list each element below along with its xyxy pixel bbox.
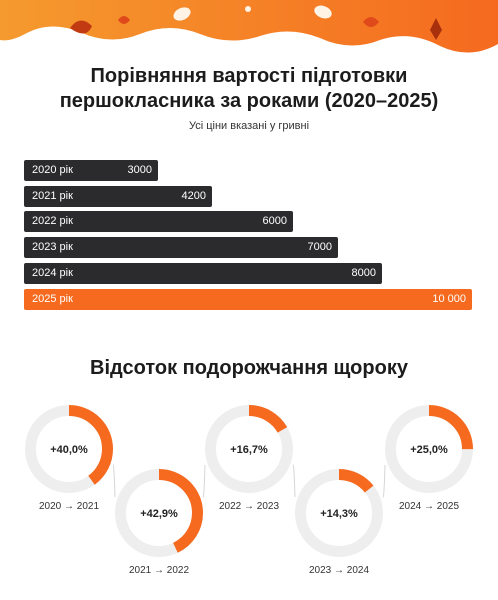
bar-year-label: 2023 рік xyxy=(32,241,73,254)
section-title: Відсоток подорожчання щороку xyxy=(90,357,408,379)
donut-arc xyxy=(205,405,293,493)
bar: 2021 рік 4200 xyxy=(24,185,212,207)
bar: 2020 рік 3000 xyxy=(24,160,158,181)
bar-year-label: 2021 рік xyxy=(32,189,73,202)
donut: +42,9% 2021 → 2022 xyxy=(115,469,203,576)
page-title: Порівняння вартості підготовки першоклас… xyxy=(0,64,498,114)
bar-value-label: 7000 xyxy=(307,241,332,254)
donut-value-label: +14,3% xyxy=(320,508,358,520)
bar-value-label: 3000 xyxy=(127,164,152,176)
donut-period-label: 2020 → 2021 xyxy=(39,501,99,512)
donut-period-label: 2024 → 2025 xyxy=(399,501,459,512)
donut-value-label: +25,0% xyxy=(410,444,448,456)
donut-arc xyxy=(25,405,113,493)
donut-period-label: 2021 → 2022 xyxy=(129,565,189,576)
bar-year-label: 2025 рік xyxy=(32,292,73,305)
donut-period-label: 2023 → 2024 xyxy=(309,565,369,576)
bar-year-label: 2022 рік xyxy=(32,215,73,228)
donut-arc xyxy=(115,469,203,557)
donut-value-label: +42,9% xyxy=(140,508,178,520)
donut-value-label: +16,7% xyxy=(230,444,268,456)
donut: +25,0% 2024 → 2025 xyxy=(385,405,473,512)
bar-value-label: 10 000 xyxy=(432,292,466,305)
leaf-icon xyxy=(70,18,442,40)
donut: +16,7% 2022 → 2023 xyxy=(205,405,293,512)
bar-value-label: 4200 xyxy=(181,189,206,202)
bar: 2024 рік 8000 xyxy=(24,262,382,284)
leaf-icon xyxy=(173,5,332,21)
bar-year-label: 2020 рік xyxy=(32,164,73,176)
page-title-line-1: Порівняння вартості підготовки xyxy=(90,65,408,87)
bar: 2022 рік 6000 xyxy=(24,211,293,233)
donut-period-label: 2022 → 2023 xyxy=(219,501,279,512)
donut-connector xyxy=(202,464,206,498)
bar: 2023 рік 7000 xyxy=(24,237,338,259)
page-title-line-2: першокласника за роками (2020–2025) xyxy=(59,90,439,112)
bar-value-label: 8000 xyxy=(351,266,376,279)
donut-connector xyxy=(292,464,296,498)
donut: +40,0% 2020 → 2021 xyxy=(25,405,113,512)
bar: 2025 рік 10 000 xyxy=(24,288,472,310)
bar-year-label: 2024 рік xyxy=(32,266,73,279)
autumn-banner xyxy=(0,0,498,53)
donut: +14,3% 2023 → 2024 xyxy=(295,469,383,576)
bar-value-label: 6000 xyxy=(262,215,287,228)
donut-arc xyxy=(385,405,473,493)
donut-connector xyxy=(382,464,386,498)
leaf-icon xyxy=(118,16,379,27)
donut-value-label: +40,0% xyxy=(50,444,88,456)
page-subtitle: Усі ціни вказані у гривні xyxy=(188,120,310,132)
donut-arc xyxy=(295,469,383,557)
donut-connector xyxy=(112,464,116,498)
